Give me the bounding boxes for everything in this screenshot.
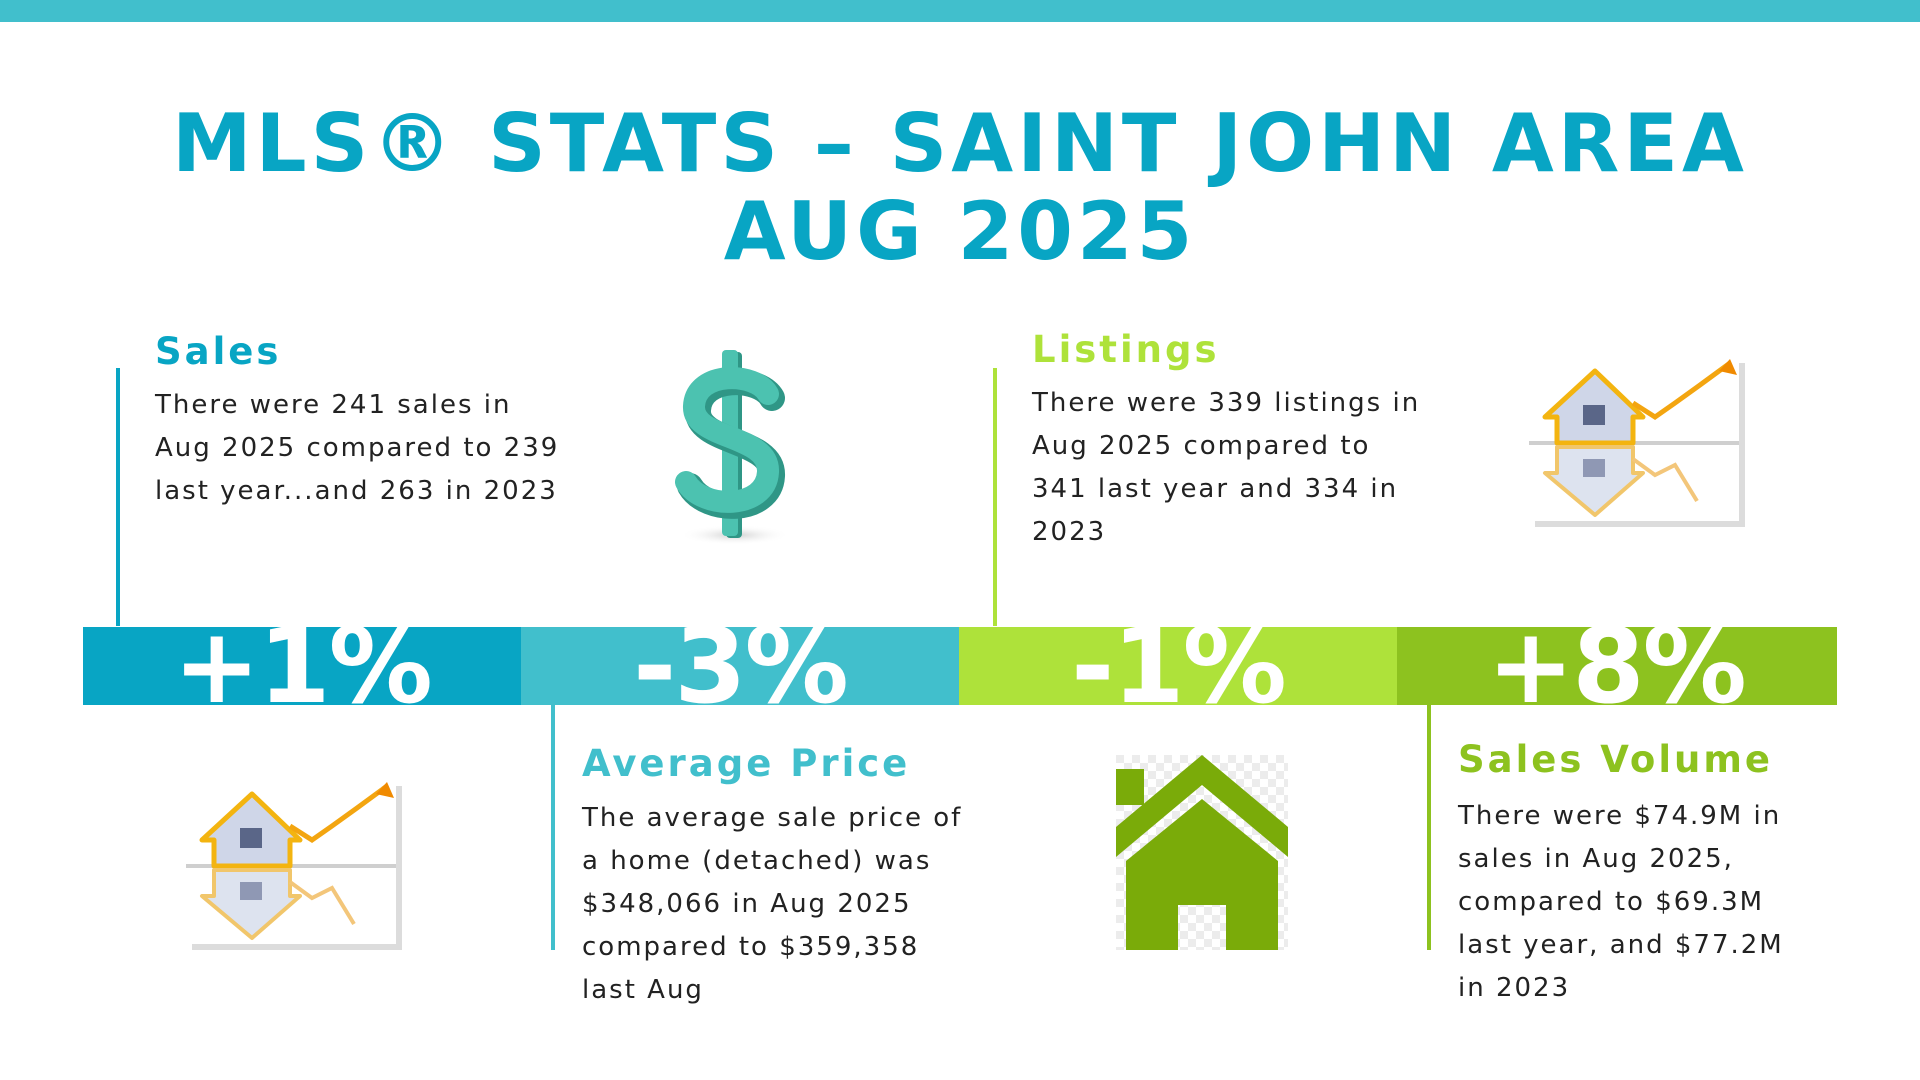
average-price-heading: Average Price bbox=[582, 742, 911, 785]
top-accent-bar bbox=[0, 0, 1920, 22]
listings-divider-line bbox=[993, 368, 997, 626]
page-title: MLS® STATS – SAINT JOHN AREA AUG 2025 bbox=[0, 100, 1920, 276]
sales-volume-divider-line bbox=[1427, 705, 1431, 950]
average-price-text: The average sale price of a home (detach… bbox=[582, 803, 963, 1005]
sales-change-percent: +1% bbox=[173, 605, 433, 727]
home-icon bbox=[1116, 755, 1288, 950]
listings-text: There were 339 listings in Aug 2025 comp… bbox=[1032, 388, 1421, 547]
house-growth-chart-icon-secondary bbox=[182, 778, 407, 953]
stripe-segment-listings bbox=[959, 627, 1397, 705]
average-price-divider-line bbox=[551, 705, 555, 950]
listings-change-percent: -1% bbox=[1071, 605, 1287, 727]
listings-heading: Listings bbox=[1032, 328, 1220, 371]
title-line-1: MLS® STATS – SAINT JOHN AREA bbox=[172, 97, 1748, 190]
dollar-sign-icon bbox=[650, 340, 820, 550]
sales-volume-change-percent: +8% bbox=[1487, 605, 1747, 727]
house-growth-chart-icon bbox=[1525, 355, 1750, 530]
average-price-change-percent: -3% bbox=[633, 605, 849, 727]
title-line-2: AUG 2025 bbox=[723, 185, 1197, 278]
stripe-segment-sales-volume bbox=[1397, 627, 1837, 705]
sales-divider-line bbox=[116, 368, 120, 626]
stripe-segment-average-price bbox=[521, 627, 959, 705]
sales-volume-heading: Sales Volume bbox=[1458, 738, 1773, 781]
sales-heading: Sales bbox=[155, 330, 282, 373]
stripe-segment-sales bbox=[83, 627, 521, 705]
sales-text: There were 241 sales in Aug 2025 compare… bbox=[155, 390, 560, 506]
sales-volume-text: There were $74.9M in sales in Aug 2025, … bbox=[1458, 801, 1784, 1003]
